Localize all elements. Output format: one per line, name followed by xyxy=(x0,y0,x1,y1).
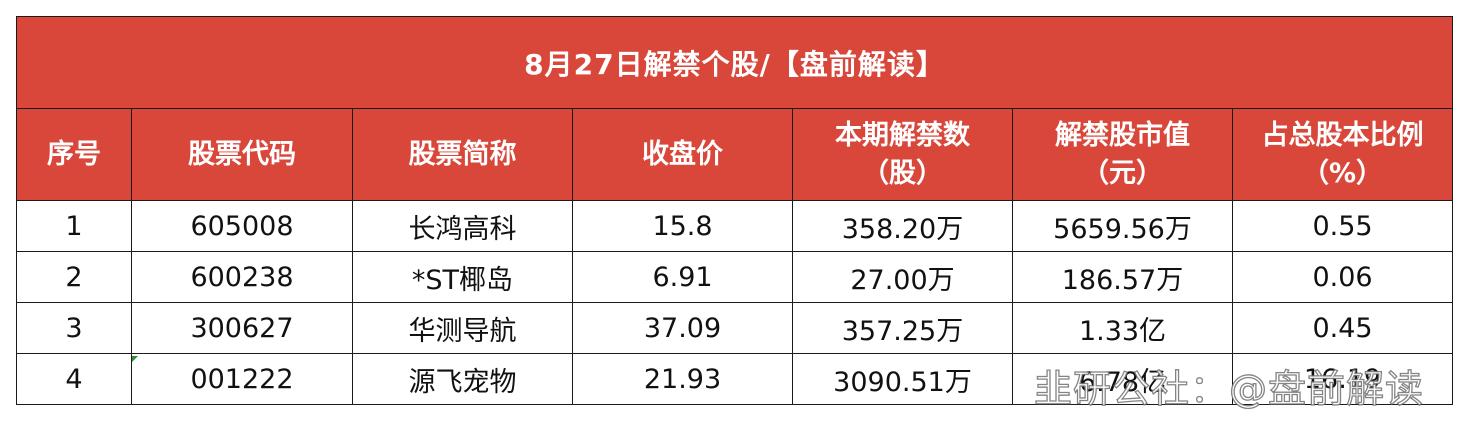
cell-name[interactable]: 华测导航 xyxy=(352,302,573,354)
cell-value[interactable]: 1.33亿 xyxy=(1012,302,1233,354)
spreadsheet: 8月27日解禁个股/【盘前解读】 序号 股票代码 股票简称 收盘价 本期解禁数 … xyxy=(15,16,1454,408)
header-row: 序号 股票代码 股票简称 收盘价 本期解禁数 （股） 解禁股市值 （元） 占总股… xyxy=(16,108,1454,201)
cell-close[interactable]: 37.09 xyxy=(572,302,793,354)
cell-shares[interactable]: 358.20万 xyxy=(792,200,1013,252)
header-ratio-line1: 占总股本比例 xyxy=(1261,119,1424,151)
header-ratio[interactable]: 占总股本比例 （%） xyxy=(1231,108,1454,201)
cell-ratio[interactable]: 16.19 xyxy=(1231,353,1454,405)
cell-seq[interactable]: 4 xyxy=(16,353,132,405)
header-close[interactable]: 收盘价 xyxy=(572,108,793,201)
header-shares-line2: （股） xyxy=(862,157,943,189)
cell-code[interactable]: 300627 xyxy=(131,302,353,354)
cell-code[interactable]: 600238 xyxy=(131,251,353,303)
header-shares[interactable]: 本期解禁数 （股） xyxy=(792,108,1013,201)
cell-name[interactable]: 源飞宠物 xyxy=(352,353,573,405)
cell-comment-marker xyxy=(132,356,138,362)
header-ratio-line2: （%） xyxy=(1301,157,1384,189)
header-value-line1: 解禁股市值 xyxy=(1055,119,1190,151)
header-value-line2: （元） xyxy=(1082,157,1163,189)
cell-close[interactable]: 6.91 xyxy=(572,251,793,303)
header-value[interactable]: 解禁股市值 （元） xyxy=(1012,108,1233,201)
cell-close[interactable]: 21.93 xyxy=(572,353,793,405)
cell-close[interactable]: 15.8 xyxy=(572,200,793,252)
cell-shares[interactable]: 357.25万 xyxy=(792,302,1013,354)
cell-name[interactable]: *ST椰岛 xyxy=(352,251,573,303)
header-shares-line1: 本期解禁数 xyxy=(835,119,970,151)
table-title[interactable]: 8月27日解禁个股/【盘前解读】 xyxy=(15,16,1454,109)
title-row: 8月27日解禁个股/【盘前解读】 xyxy=(15,16,1454,109)
header-name[interactable]: 股票简称 xyxy=(352,108,573,201)
cell-seq[interactable]: 2 xyxy=(16,251,132,303)
header-code[interactable]: 股票代码 xyxy=(131,108,353,201)
cell-shares[interactable]: 27.00万 xyxy=(792,251,1013,303)
cell-code[interactable]: 605008 xyxy=(131,200,353,252)
cell-ratio[interactable]: 0.45 xyxy=(1231,302,1454,354)
header-seq[interactable]: 序号 xyxy=(16,108,132,201)
cell-ratio[interactable]: 0.06 xyxy=(1231,251,1454,303)
table-row: 1 605008 长鸿高科 15.8 358.20万 5659.56万 0.55 xyxy=(16,200,1454,252)
cell-value[interactable]: 5659.56万 xyxy=(1012,200,1233,252)
unlock-stocks-table: 8月27日解禁个股/【盘前解读】 序号 股票代码 股票简称 收盘价 本期解禁数 … xyxy=(15,16,1454,405)
cell-ratio[interactable]: 0.55 xyxy=(1231,200,1454,252)
cell-value[interactable]: 186.57万 xyxy=(1012,251,1233,303)
cell-value[interactable]: 6.78亿 xyxy=(1012,353,1233,405)
table-row: 4 001222 源飞宠物 21.93 3090.51万 6.78亿 16.19 xyxy=(16,353,1454,405)
watermark: 韭研公社：@盘前解读 xyxy=(1033,366,1425,411)
table-row: 2 600238 *ST椰岛 6.91 27.00万 186.57万 0.06 xyxy=(16,251,1454,303)
cell-code[interactable]: 001222 xyxy=(131,353,353,405)
cell-seq[interactable]: 3 xyxy=(16,302,132,354)
cell-name[interactable]: 长鸿高科 xyxy=(352,200,573,252)
cell-seq[interactable]: 1 xyxy=(16,200,132,252)
table-row: 3 300627 华测导航 37.09 357.25万 1.33亿 0.45 xyxy=(16,302,1454,354)
cell-shares[interactable]: 3090.51万 xyxy=(792,353,1013,405)
